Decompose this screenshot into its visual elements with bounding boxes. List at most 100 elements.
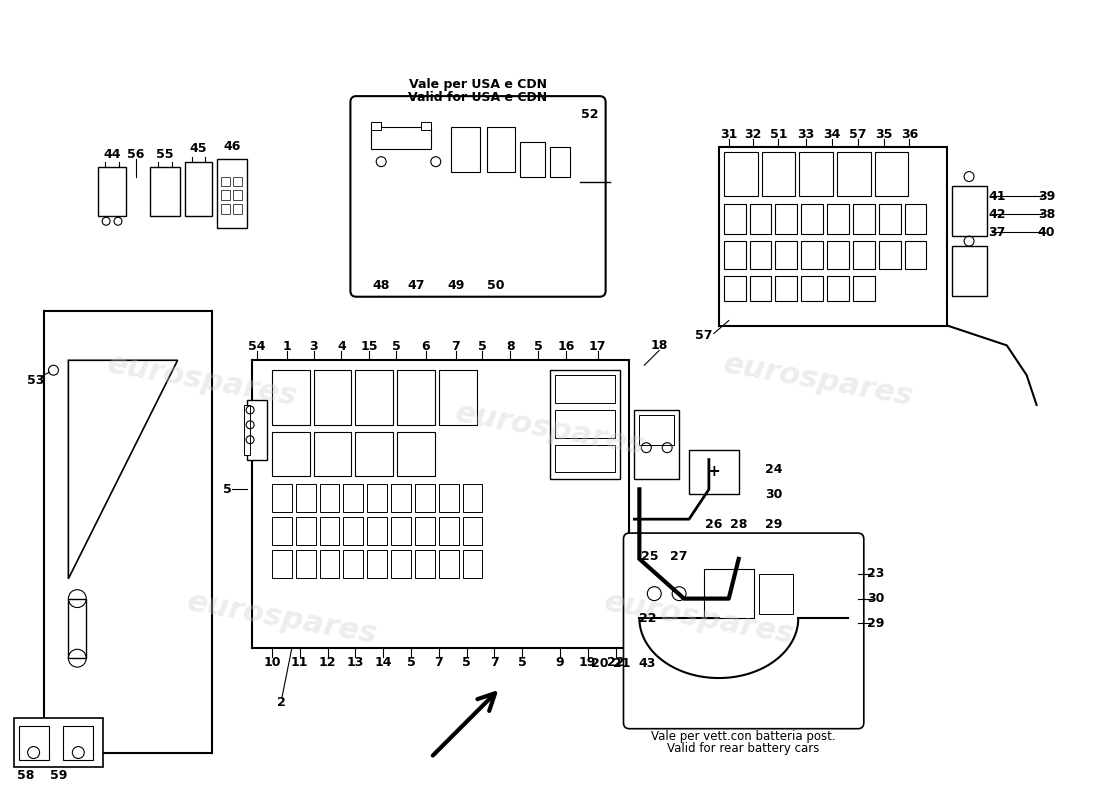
- Bar: [635, 410, 679, 479]
- Bar: [463, 550, 483, 578]
- Text: 5: 5: [407, 656, 416, 669]
- Bar: [724, 152, 758, 197]
- Bar: [150, 166, 179, 216]
- Text: 30: 30: [867, 592, 884, 605]
- Text: 6: 6: [421, 340, 430, 353]
- Bar: [439, 517, 459, 545]
- Text: 25: 25: [640, 550, 658, 563]
- Bar: [827, 204, 849, 234]
- Text: 56: 56: [128, 148, 144, 162]
- Bar: [355, 370, 393, 425]
- Bar: [689, 450, 739, 494]
- Text: 55: 55: [156, 148, 174, 162]
- Text: 18: 18: [650, 339, 668, 352]
- Text: 40: 40: [1037, 226, 1055, 238]
- Text: 42: 42: [988, 208, 1005, 221]
- Text: 24: 24: [764, 463, 782, 476]
- Text: eurospares: eurospares: [452, 398, 648, 461]
- Bar: [272, 485, 292, 512]
- Bar: [367, 550, 387, 578]
- Text: 59: 59: [50, 769, 67, 782]
- Bar: [879, 204, 901, 234]
- Bar: [749, 276, 771, 301]
- Text: 54: 54: [249, 340, 266, 353]
- Bar: [392, 517, 411, 545]
- Text: 29: 29: [867, 617, 884, 630]
- Text: 7: 7: [451, 340, 460, 353]
- Text: 58: 58: [16, 769, 34, 782]
- Text: 22: 22: [639, 612, 656, 625]
- Text: 23: 23: [867, 567, 884, 580]
- Bar: [801, 276, 823, 301]
- Text: 16: 16: [558, 340, 574, 353]
- Bar: [296, 550, 316, 578]
- Text: 15: 15: [361, 340, 378, 353]
- Bar: [827, 241, 849, 269]
- Text: 26: 26: [705, 518, 723, 530]
- Text: 4: 4: [337, 340, 345, 353]
- Text: 14: 14: [374, 656, 392, 669]
- Bar: [439, 485, 459, 512]
- Bar: [320, 517, 340, 545]
- Text: 17: 17: [588, 340, 606, 353]
- Bar: [372, 127, 431, 149]
- Bar: [852, 241, 874, 269]
- Bar: [233, 177, 242, 186]
- Text: Vale per vett.con batteria post.: Vale per vett.con batteria post.: [651, 730, 836, 743]
- Text: 53: 53: [26, 374, 44, 386]
- Bar: [221, 177, 230, 186]
- Text: 21: 21: [613, 657, 630, 670]
- Bar: [415, 485, 434, 512]
- Bar: [556, 375, 615, 403]
- Bar: [953, 186, 987, 236]
- Bar: [64, 726, 94, 761]
- Bar: [718, 146, 947, 326]
- Text: 27: 27: [670, 550, 688, 563]
- Bar: [320, 485, 340, 512]
- Text: Vale per USA e CDN: Vale per USA e CDN: [409, 78, 547, 90]
- Text: 1: 1: [283, 340, 292, 353]
- Text: 37: 37: [988, 226, 1005, 238]
- Bar: [759, 574, 793, 614]
- Bar: [372, 122, 382, 130]
- Text: 3: 3: [309, 340, 318, 353]
- Bar: [749, 204, 771, 234]
- Text: 41: 41: [988, 190, 1005, 203]
- Bar: [801, 241, 823, 269]
- Bar: [14, 718, 103, 767]
- Bar: [953, 246, 987, 296]
- Bar: [463, 517, 483, 545]
- Text: 31: 31: [720, 128, 737, 142]
- Bar: [550, 370, 619, 479]
- Bar: [801, 204, 823, 234]
- Bar: [68, 598, 86, 658]
- Text: 13: 13: [346, 656, 364, 669]
- FancyBboxPatch shape: [624, 533, 864, 729]
- Bar: [314, 370, 351, 425]
- Text: 28: 28: [730, 518, 747, 530]
- Bar: [244, 405, 250, 454]
- Bar: [392, 550, 411, 578]
- Bar: [639, 415, 674, 445]
- Bar: [837, 152, 871, 197]
- Bar: [439, 550, 459, 578]
- Bar: [98, 166, 126, 216]
- Bar: [367, 485, 387, 512]
- Bar: [421, 122, 431, 130]
- FancyBboxPatch shape: [351, 96, 606, 297]
- Bar: [874, 152, 909, 197]
- Text: 7: 7: [490, 656, 498, 669]
- Text: 2: 2: [277, 696, 286, 710]
- Bar: [19, 726, 48, 761]
- Bar: [233, 204, 242, 214]
- Bar: [749, 241, 771, 269]
- Bar: [550, 146, 570, 177]
- Bar: [272, 370, 310, 425]
- Text: 12: 12: [319, 656, 337, 669]
- Bar: [463, 485, 483, 512]
- Bar: [776, 276, 798, 301]
- Text: 5: 5: [223, 483, 232, 496]
- Text: Valid for USA e CDN: Valid for USA e CDN: [408, 90, 548, 104]
- Bar: [397, 432, 434, 477]
- Bar: [272, 432, 310, 477]
